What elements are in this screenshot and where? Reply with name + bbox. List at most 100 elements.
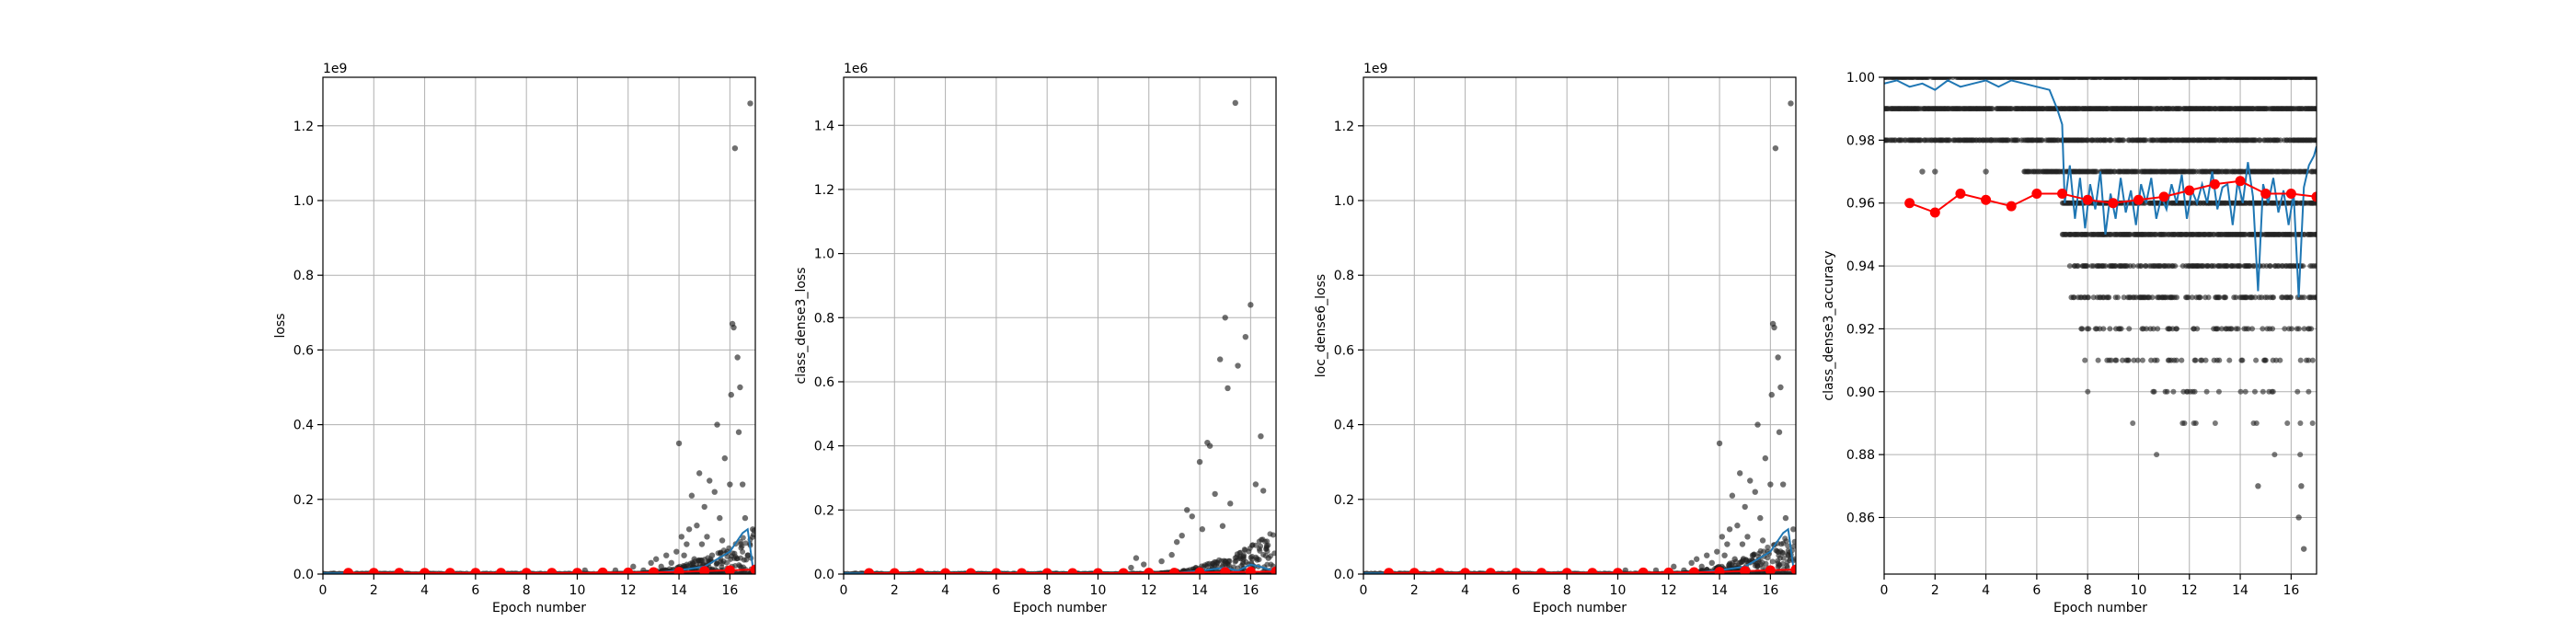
scatter-point	[2249, 326, 2256, 332]
scatter-point	[1736, 470, 1743, 477]
scatter-point	[2300, 546, 2307, 552]
marker-point	[1663, 567, 1674, 574]
y-axis-label: loc_dense6_loss	[1314, 274, 1328, 377]
scatter-point	[1265, 555, 1271, 561]
scatter-point	[1788, 100, 1794, 107]
scatter-point	[2192, 420, 2199, 426]
scatter-point	[1753, 560, 1759, 567]
scatter-point	[2226, 357, 2233, 363]
marker-point	[1168, 568, 1179, 574]
scatter-point	[2277, 137, 2283, 144]
scatter-point	[1734, 523, 1741, 529]
scatter-point	[1779, 549, 1786, 556]
scatter-point	[1622, 567, 1628, 574]
marker-point	[1220, 567, 1231, 574]
marker-point	[1981, 194, 1992, 205]
scatter-point	[2114, 294, 2121, 301]
scatter-point	[723, 559, 730, 566]
subplot-2: 0 2 4 6 8 10 12 14 16 0.0 0.2 0.4 0.6 0.8 1.0 1.2 1.4 Epo…	[794, 62, 1277, 615]
scatter-point	[2085, 294, 2091, 301]
scatter-point	[2192, 357, 2199, 363]
scatter-point	[1744, 534, 1751, 540]
scatter-point	[1249, 542, 1256, 548]
scatter-point	[2174, 294, 2180, 301]
scatter-point	[1223, 561, 1229, 568]
x-tick-label: 0	[840, 583, 848, 598]
marker-point	[864, 568, 875, 574]
x-tick-label: 4	[941, 583, 949, 598]
marker-point	[2285, 188, 2296, 199]
scatter-point	[701, 503, 707, 511]
scatter-point	[1731, 556, 1738, 562]
marker-point	[914, 568, 926, 574]
scatter-point	[1761, 548, 1767, 555]
scatter-point	[738, 541, 744, 547]
marker-point	[889, 568, 900, 574]
scatter-point	[2131, 357, 2137, 363]
scatter-point	[1785, 552, 1791, 558]
scatter-point	[2095, 357, 2101, 363]
scatter-point	[2298, 483, 2305, 489]
marker-point	[1245, 567, 1256, 574]
scatter-point	[735, 429, 742, 435]
scatter-point	[630, 563, 637, 570]
y-tick-label: 0.98	[1846, 133, 1875, 148]
y-tick-label: 0.90	[1846, 385, 1875, 400]
y-tick-label: 1.0	[814, 247, 834, 262]
x-axis-label: Epoch number	[1533, 601, 1627, 615]
marker-point	[496, 568, 507, 574]
marker-point	[571, 568, 582, 574]
subplot-4: 0 2 4 6 8 10 12 14 16 0.86 0.88 0.90 0.92 0.94 0.96 0.9…	[1822, 71, 2317, 615]
scatter-point	[730, 324, 737, 331]
marker-point	[1536, 568, 1547, 574]
scatter-point	[1716, 440, 1723, 447]
x-tick-label: 2	[370, 583, 378, 598]
scatter-point	[2301, 326, 2307, 332]
scatter-point	[714, 421, 720, 428]
scatter-point	[2267, 263, 2273, 270]
scatter-point	[2255, 483, 2261, 489]
marker-series	[1384, 564, 1796, 574]
scatter-point	[2306, 388, 2312, 395]
scatter-point	[1775, 354, 1781, 361]
scatter-point	[1919, 168, 1926, 175]
scatter-point	[1932, 168, 1938, 175]
scatter-point	[1271, 550, 1276, 557]
scatter-point	[1173, 538, 1180, 546]
subplot-1: 0 2 4 6 8 10 12 14 16 0.0 0.2 0.4 0.6 0.8 1.0 1.2 Epoch …	[273, 62, 756, 615]
axes-frame	[843, 76, 1277, 575]
scatter-point	[719, 537, 726, 544]
x-tick-label: 10	[569, 583, 586, 598]
scatter-point	[2309, 357, 2316, 363]
scatter-point	[2212, 420, 2218, 426]
scatter-band-9	[2082, 357, 2316, 363]
scatter-point	[2094, 168, 2100, 175]
x-tick-label: 8	[1043, 583, 1052, 598]
scatter-point	[2189, 294, 2195, 301]
y-tick-label: 1.00	[1846, 71, 1875, 86]
y-tick-label: 1.4	[814, 119, 834, 133]
scatter-point	[2174, 326, 2180, 332]
scatter-point	[2197, 294, 2203, 301]
marker-point	[2158, 191, 2169, 202]
y-tick-label: 0.86	[1846, 511, 1875, 525]
scatter-point	[2245, 326, 2251, 332]
scatter-point	[2301, 294, 2307, 301]
scatter-point	[1726, 526, 1733, 533]
scatter-point	[2194, 326, 2201, 332]
y-axis-label: class_dense3_loss	[794, 268, 809, 385]
x-tick-label: 10	[1610, 583, 1627, 598]
x-tick-label: 14	[2232, 583, 2248, 598]
scatter-point	[2214, 326, 2221, 332]
scatter-point	[2118, 326, 2124, 332]
scatter-point	[2223, 294, 2229, 301]
y-tick-label: 0.8	[1334, 269, 1354, 283]
x-axis: 0 2 4 6 8 10 12 14 16	[319, 574, 738, 598]
scatter-point	[2233, 294, 2239, 301]
marker-point	[2082, 194, 2093, 205]
x-tick-label: 8	[2084, 583, 2092, 598]
scatter-point	[1739, 541, 1746, 547]
x-tick-label: 16	[2283, 583, 2299, 598]
scatter-point	[2270, 388, 2276, 395]
scatter-point	[2295, 514, 2302, 521]
